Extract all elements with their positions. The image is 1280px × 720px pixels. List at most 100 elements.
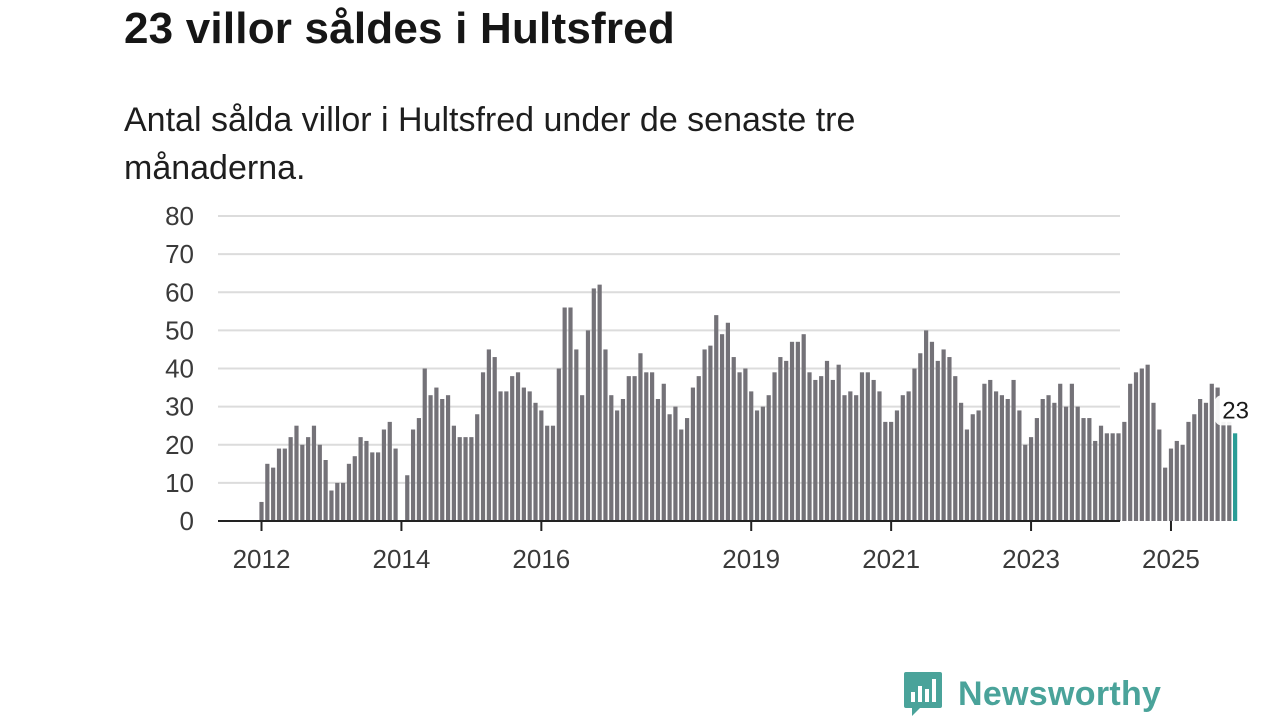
bar (1180, 444, 1185, 521)
bar (935, 360, 940, 522)
newsworthy-bar-chart-icon (904, 672, 942, 716)
bar (492, 357, 497, 521)
bar (341, 482, 346, 522)
x-axis-ticks: 2012 2014 2016 2019 2021 2023 2025 (233, 521, 1200, 574)
bar (836, 364, 841, 521)
bar (387, 421, 392, 522)
bar (912, 368, 917, 521)
bar (1087, 418, 1092, 521)
bar (813, 379, 818, 521)
bar (276, 448, 282, 521)
x-tick-label: 2023 (1002, 544, 1060, 574)
bar (422, 368, 427, 521)
x-tick-label: 2014 (372, 544, 430, 574)
bar (457, 437, 462, 522)
bar (1198, 399, 1203, 521)
bar (434, 387, 439, 521)
bar (1163, 467, 1168, 522)
bar (510, 376, 515, 522)
bar (970, 414, 975, 521)
bar (667, 414, 672, 521)
bar (480, 372, 486, 521)
bar (947, 357, 952, 521)
bar (964, 429, 970, 521)
bar (1145, 364, 1150, 521)
bar (1110, 433, 1115, 521)
bar (824, 360, 830, 522)
bar (714, 315, 719, 522)
bar (650, 372, 655, 521)
bar (445, 395, 451, 521)
bar (859, 372, 865, 521)
bar (370, 452, 375, 522)
bar (784, 360, 789, 522)
x-tick-label: 2012 (233, 544, 291, 574)
bar (889, 421, 894, 522)
bar (993, 391, 999, 522)
bar (265, 463, 270, 521)
x-tick-label: 2016 (512, 544, 570, 574)
bar (894, 410, 900, 521)
y-axis-ticks: 0 10 20 30 40 50 60 70 80 (165, 201, 194, 536)
bar (1028, 437, 1034, 522)
bar (1128, 383, 1133, 521)
x-tick-label: 2025 (1142, 544, 1200, 574)
bar (504, 391, 509, 522)
bar (463, 437, 468, 522)
bar (545, 425, 550, 521)
bar (1116, 433, 1121, 521)
bar (346, 463, 352, 521)
annotation-label: 23 (1222, 397, 1249, 424)
bar (737, 372, 742, 521)
bar (819, 376, 824, 522)
bar (696, 376, 701, 522)
bar (1133, 372, 1139, 521)
bar (1192, 414, 1197, 521)
bar (393, 448, 398, 521)
bar (1093, 440, 1098, 521)
bar (416, 418, 422, 521)
bar (1157, 429, 1162, 521)
bar (288, 437, 293, 522)
bar (1186, 421, 1191, 522)
newsworthy-logo[interactable]: Newsworthy (902, 670, 1161, 718)
bar (684, 418, 690, 521)
bar (953, 376, 958, 522)
bar (294, 425, 299, 521)
bar (405, 475, 410, 521)
bar (1058, 383, 1063, 521)
bar (352, 456, 357, 521)
y-tick-label: 70 (165, 239, 194, 269)
bar (918, 353, 923, 521)
bar (1098, 425, 1104, 521)
bar-series (259, 284, 1238, 522)
bar (469, 437, 474, 522)
bar (259, 501, 264, 521)
bar (475, 414, 480, 521)
bar (754, 410, 760, 521)
bar (1174, 440, 1179, 521)
bar (1139, 368, 1144, 521)
bar (661, 383, 666, 521)
bar (1122, 421, 1127, 522)
bar (550, 425, 556, 521)
bar (1151, 402, 1156, 521)
bar (620, 399, 626, 521)
bar (679, 429, 684, 521)
bar (632, 376, 637, 522)
bar (865, 372, 870, 521)
bar (498, 391, 503, 522)
bar (1017, 410, 1022, 521)
bar (527, 391, 532, 522)
bar (988, 379, 993, 521)
bar (655, 399, 661, 521)
bar (1011, 379, 1016, 521)
bar (854, 395, 859, 521)
bar (533, 402, 538, 521)
bar (999, 395, 1005, 521)
bar (842, 395, 847, 521)
bar (1069, 383, 1074, 521)
bar (1005, 399, 1010, 521)
bar (1075, 406, 1080, 522)
